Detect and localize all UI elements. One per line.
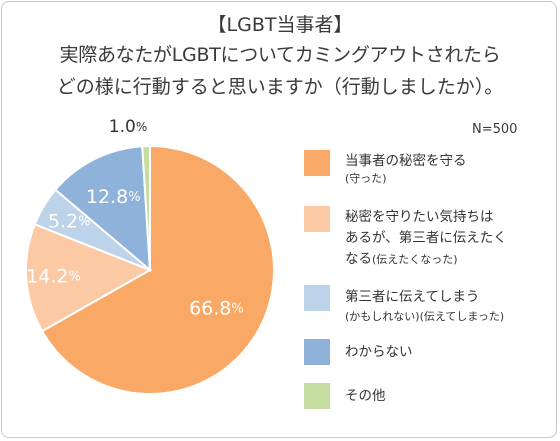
legend-label: わからない bbox=[345, 344, 413, 360]
legend-swatch bbox=[304, 150, 330, 176]
chart-title-line2: 実際あなたがLGBTについてカミングアウトされたら bbox=[59, 44, 501, 66]
data-label-other: 1.0% bbox=[109, 117, 147, 137]
legend-label-line2: あるが、第三者に伝えたく bbox=[345, 230, 507, 246]
legend-sublabel: (かもしれない)(伝えてしまった) bbox=[345, 310, 505, 323]
slice-keep-secret bbox=[40, 144, 275, 395]
slice-other bbox=[141, 144, 151, 271]
legend-swatch bbox=[304, 285, 330, 311]
slice-want-to-tell bbox=[25, 223, 153, 333]
legend-label-line3: なる bbox=[345, 251, 372, 267]
legend-label: その他 bbox=[345, 388, 386, 404]
legend-label: 当事者の秘密を守る bbox=[345, 153, 467, 169]
legend-swatch bbox=[304, 206, 330, 232]
data-label-want-to-tell: 14.2% bbox=[26, 265, 81, 287]
legend-label: 第三者に伝えてしまう bbox=[345, 289, 480, 305]
legend-sublabel: (伝えたくなった) bbox=[372, 253, 458, 266]
legend-label: 秘密を守りたい気持ちは bbox=[345, 209, 494, 225]
data-label-tell-third-party: 5.2% bbox=[48, 210, 91, 232]
chart-title-line3: どの様に行動すると思いますか（行動しましたか）。 bbox=[56, 76, 504, 98]
sample-size: N=500 bbox=[472, 122, 518, 137]
legend-swatch bbox=[304, 339, 330, 365]
chart-title-line1: 【LGBT当事者】 bbox=[207, 14, 353, 36]
legend-swatch bbox=[304, 383, 330, 409]
legend-sublabel: (守った) bbox=[345, 172, 387, 185]
data-label-dont-know: 12.8% bbox=[86, 185, 141, 207]
slice-dont-know bbox=[54, 145, 152, 273]
data-label-keep-secret: 66.8% bbox=[189, 297, 244, 319]
